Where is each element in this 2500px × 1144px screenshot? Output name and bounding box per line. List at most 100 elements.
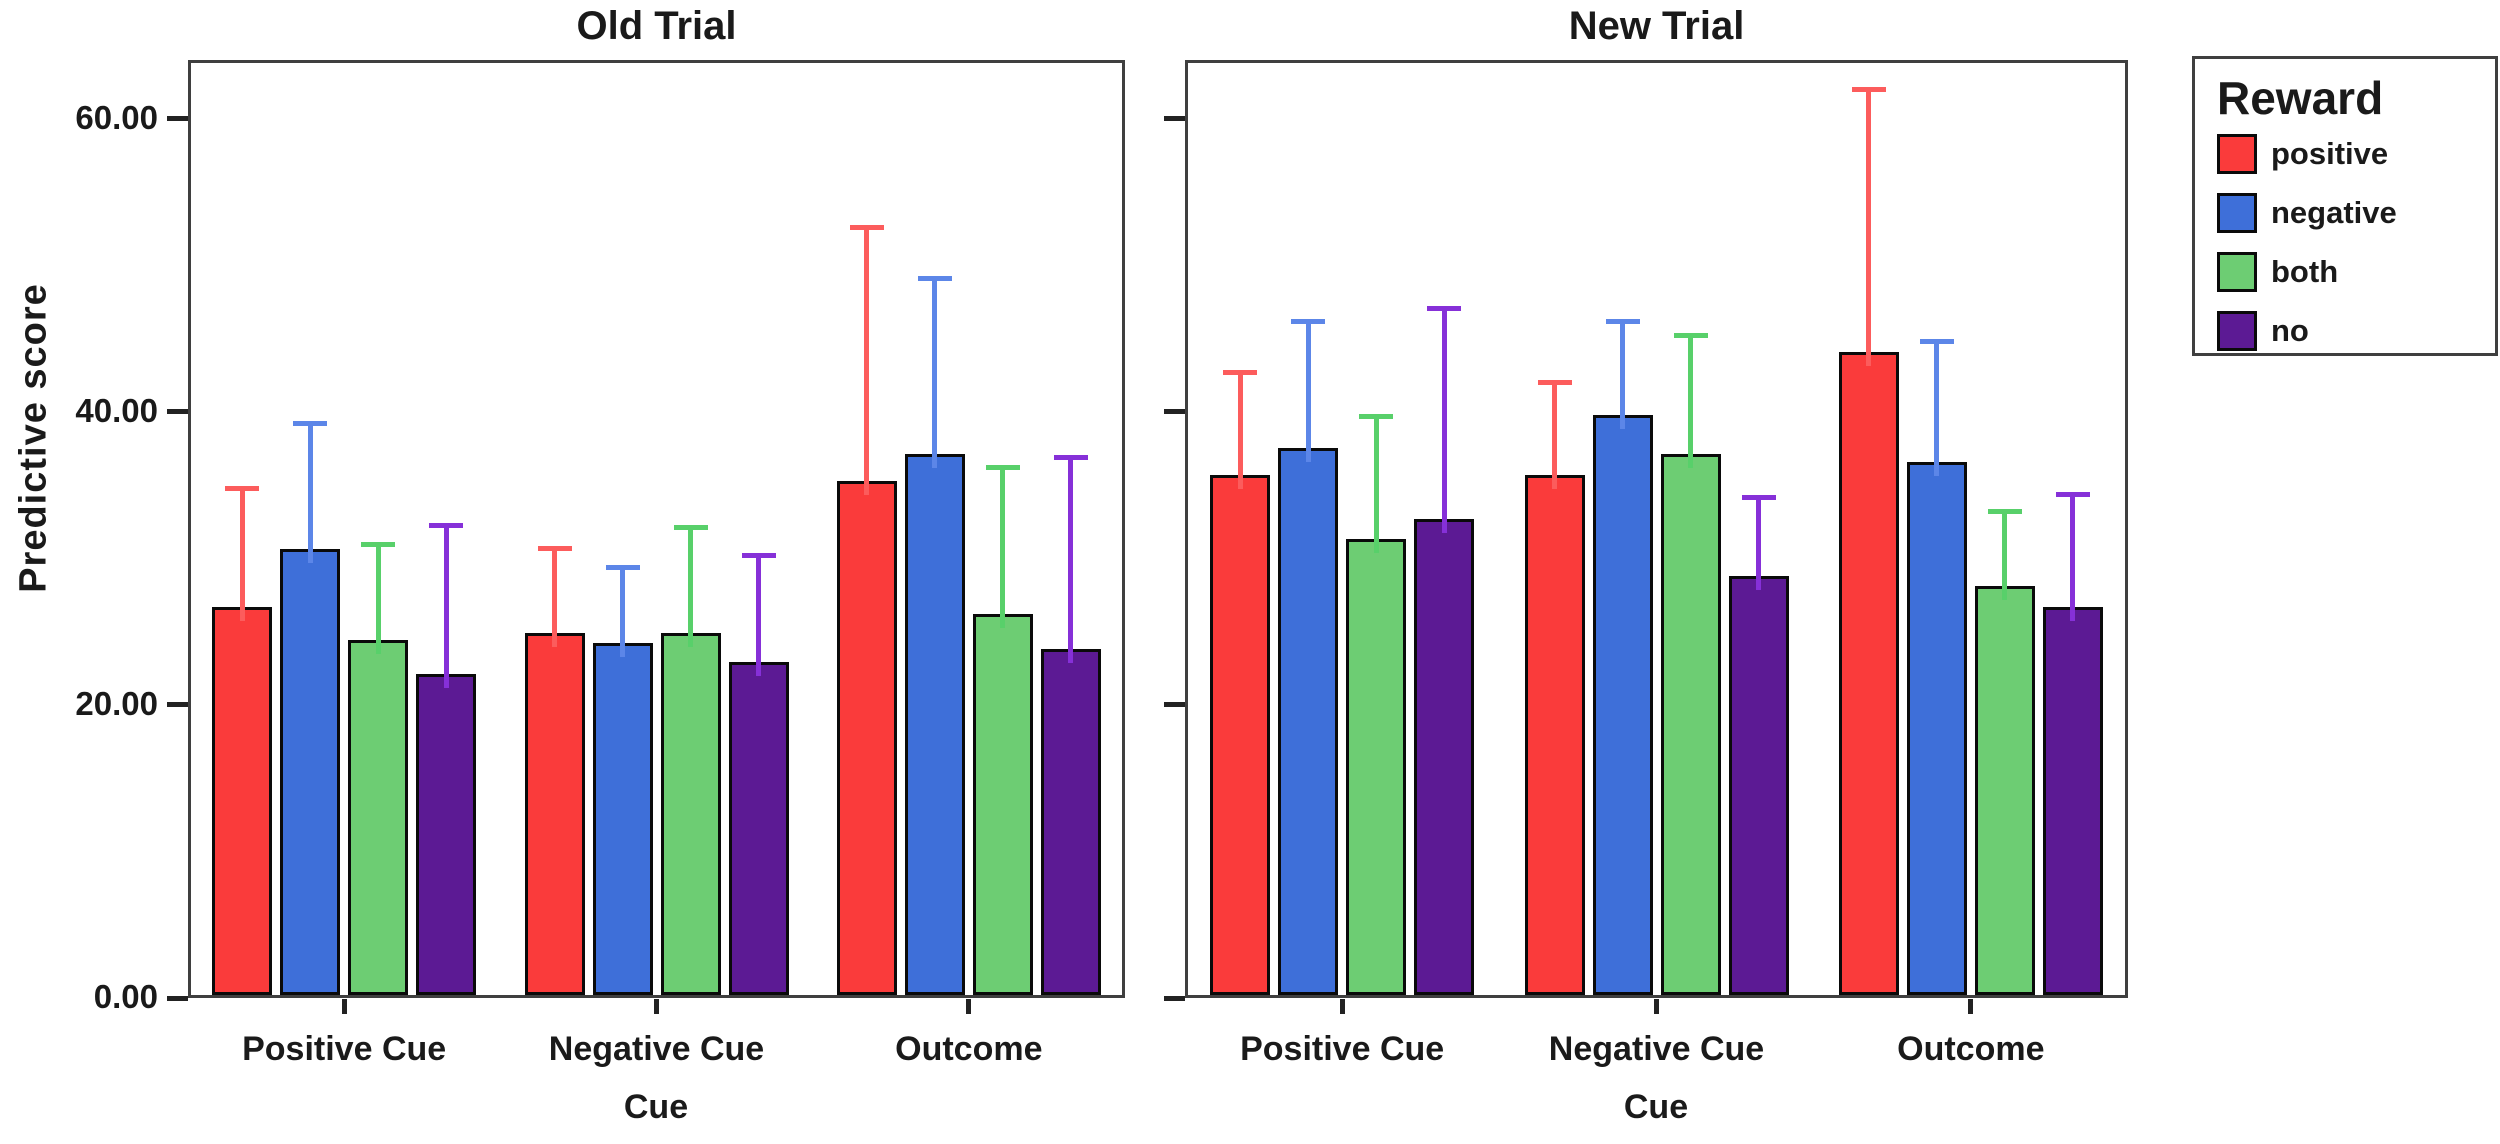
bar-negative	[1278, 448, 1339, 995]
error-bar-positive	[552, 548, 557, 647]
error-bar-negative	[307, 423, 313, 564]
category-label: Outcome	[1897, 1030, 2045, 1068]
error-bar-positive	[239, 487, 245, 621]
legend-swatch-positive	[2217, 134, 2257, 174]
error-bar-both	[375, 543, 381, 655]
error-cap-both	[985, 465, 1020, 471]
bar-both	[660, 633, 721, 995]
error-bar-both	[2002, 511, 2008, 601]
x-tick-mark	[654, 999, 659, 1014]
bar-both	[1974, 586, 2035, 995]
error-cap-negative	[605, 565, 640, 571]
error-bar-no	[2070, 493, 2076, 621]
error-cap-positive	[1851, 87, 1886, 93]
category-label: Positive Cue	[1240, 1030, 1445, 1068]
y-tick-mark	[1164, 995, 1185, 1001]
error-bar-positive	[1552, 382, 1557, 489]
legend-item-no: no	[2217, 310, 2495, 352]
x-tick-mark	[341, 999, 347, 1014]
y-tick-mark	[167, 995, 188, 1001]
bar-both	[972, 613, 1033, 995]
legend-item-label: positive	[2271, 136, 2389, 171]
error-bar-negative	[932, 278, 938, 469]
category-label: Negative Cue	[548, 1030, 765, 1068]
error-cap-negative	[917, 276, 952, 282]
bar-negative	[1906, 461, 1967, 995]
x-axis-title-old: Cue	[623, 1088, 689, 1126]
legend-item-label: negative	[2271, 195, 2397, 230]
legend-rows: positive negative both no	[2195, 133, 2495, 352]
bar-no	[1040, 649, 1101, 995]
x-tick-mark	[1968, 999, 1974, 1014]
error-cap-positive	[1223, 370, 1258, 376]
error-cap-negative	[293, 421, 328, 427]
error-bar-positive	[1866, 89, 1872, 366]
error-cap-negative	[1291, 318, 1326, 324]
error-bar-no	[756, 555, 761, 677]
legend-item-label: both	[2271, 254, 2339, 289]
x-axis-title-new: Cue	[1623, 1088, 1689, 1126]
error-bar-negative	[620, 567, 625, 658]
error-cap-negative	[1605, 318, 1640, 324]
category-label: Outcome	[895, 1030, 1043, 1068]
y-tick-mark	[167, 702, 188, 708]
error-cap-negative	[1919, 339, 1954, 345]
y-axis-title: Predictive score	[12, 283, 55, 593]
legend-swatch-negative	[2217, 193, 2257, 233]
error-cap-positive	[537, 545, 572, 551]
y-tick-label: 40.00	[75, 391, 158, 429]
error-bar-negative	[1305, 320, 1311, 463]
bar-no	[728, 662, 789, 995]
legend-swatch-both	[2217, 252, 2257, 292]
y-tick-mark	[1164, 409, 1185, 415]
error-cap-no	[429, 522, 464, 528]
bar-positive	[524, 633, 585, 995]
bar-both	[1346, 539, 1407, 995]
error-cap-positive	[225, 485, 260, 491]
error-cap-no	[1741, 494, 1776, 500]
bar-no	[1414, 518, 1475, 995]
bar-both	[1660, 454, 1721, 995]
y-tick-label: 60.00	[75, 98, 158, 136]
y-tick-label: 0.00	[93, 978, 158, 1015]
error-cap-both	[673, 525, 708, 531]
error-cap-both	[361, 541, 396, 547]
y-tick-mark	[167, 116, 188, 122]
error-bar-both	[1373, 416, 1379, 554]
bar-no	[2042, 606, 2103, 995]
y-tick-label: 20.00	[75, 684, 158, 722]
error-bar-positive	[864, 227, 870, 495]
error-bar-both	[1688, 335, 1693, 469]
bar-positive	[1524, 474, 1585, 995]
y-tick-mark	[1164, 116, 1185, 122]
bar-no	[416, 674, 477, 995]
category-label: Positive Cue	[242, 1030, 447, 1068]
legend-item-label: no	[2271, 313, 2309, 348]
bar-positive	[1838, 351, 1899, 995]
error-bar-no	[1756, 496, 1761, 590]
bar-no	[1728, 575, 1789, 995]
panel-title-old-trial: Old Trial	[576, 4, 737, 48]
y-tick-mark	[167, 409, 188, 415]
error-cap-both	[1673, 333, 1708, 339]
y-tick-mark	[1164, 702, 1185, 708]
bar-negative	[1592, 414, 1653, 995]
legend-swatch-no	[2217, 311, 2257, 351]
legend-box: Reward positive negative both no	[2192, 56, 2498, 356]
error-cap-no	[1053, 455, 1088, 461]
error-bar-negative	[1934, 341, 1940, 476]
error-cap-no	[2055, 491, 2090, 497]
legend-title: Reward	[2217, 72, 2384, 124]
x-tick-mark	[966, 999, 972, 1014]
error-bar-no	[443, 524, 449, 689]
bar-both	[348, 640, 409, 995]
bar-negative	[280, 549, 341, 995]
error-cap-no	[741, 553, 776, 559]
legend-item-both: both	[2217, 251, 2495, 293]
panel-title-new-trial: New Trial	[1568, 4, 1745, 48]
bar-positive	[1210, 474, 1271, 995]
bar-negative	[904, 454, 965, 995]
error-cap-both	[1987, 509, 2022, 515]
x-tick-mark	[1339, 999, 1345, 1014]
